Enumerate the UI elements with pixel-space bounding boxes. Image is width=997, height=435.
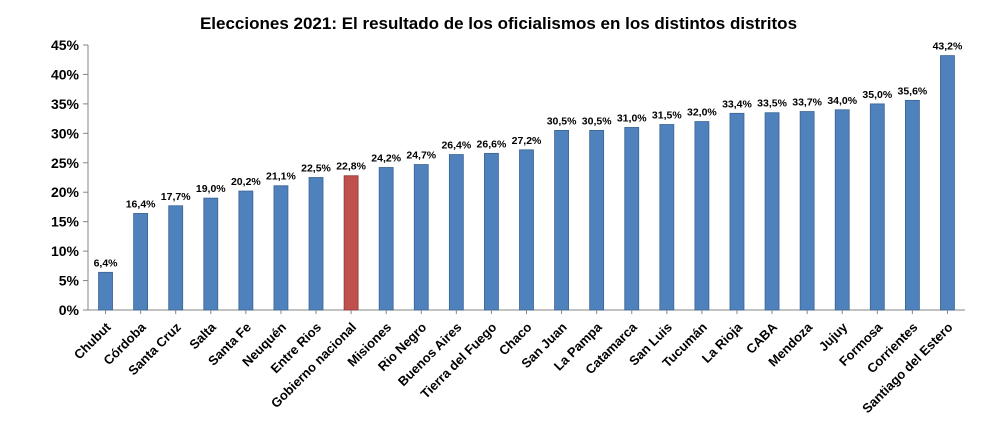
data-label: 35,6% [897, 85, 927, 97]
bar [413, 164, 429, 311]
data-label: 19,0% [196, 183, 226, 195]
data-label: 17,7% [161, 191, 191, 203]
bar [904, 99, 920, 311]
y-tick-label: 0% [59, 302, 80, 318]
data-label: 27,2% [512, 135, 542, 147]
data-label: 26,4% [441, 140, 471, 152]
data-label: 33,4% [722, 98, 752, 110]
data-label: 16,4% [126, 198, 156, 210]
bar [168, 205, 184, 311]
data-label: 31,0% [617, 112, 647, 124]
data-label: 22,5% [301, 163, 331, 175]
bar [729, 112, 745, 311]
bar [308, 177, 324, 311]
bar [624, 127, 640, 311]
data-label: 24,2% [371, 152, 401, 164]
data-label: 30,5% [547, 115, 577, 127]
bar [554, 129, 569, 311]
bar [940, 55, 955, 311]
data-label: 6,4% [94, 257, 119, 269]
y-tick-label: 10% [51, 243, 80, 259]
data-label: 30,5% [582, 115, 612, 127]
data-label: 21,1% [266, 171, 296, 183]
data-label: 33,7% [792, 97, 822, 109]
bar [519, 149, 534, 311]
bar [238, 190, 254, 311]
y-tick-label: 40% [51, 66, 80, 82]
chart-title: Elecciones 2021: El resultado de los ofi… [199, 14, 798, 33]
data-label: 22,8% [336, 161, 366, 173]
bar [273, 185, 289, 311]
bar [98, 271, 113, 311]
data-label: 35,0% [862, 89, 892, 101]
y-tick-label: 25% [51, 155, 80, 171]
y-tick-label: 35% [51, 96, 80, 112]
data-label: 43,2% [933, 41, 963, 53]
bar [799, 111, 815, 311]
bar [133, 213, 149, 311]
bar [203, 197, 219, 311]
y-tick-label: 45% [51, 37, 80, 53]
y-tick-label: 20% [51, 184, 80, 200]
bar [484, 152, 499, 311]
data-label: 31,5% [652, 110, 682, 122]
bar [378, 167, 394, 311]
y-tick-label: 30% [51, 125, 80, 141]
bar [694, 121, 710, 311]
bar [589, 129, 605, 311]
bar [659, 124, 675, 311]
y-tick-label: 5% [59, 273, 80, 289]
data-label: 34,0% [827, 95, 857, 107]
data-label: 24,7% [406, 150, 436, 162]
bar [834, 109, 850, 311]
data-label: 26,6% [477, 138, 507, 150]
y-tick-label: 15% [51, 214, 80, 230]
bar [764, 112, 780, 311]
data-label: 33,5% [757, 98, 787, 110]
bar [448, 154, 464, 311]
data-label: 32,0% [687, 107, 717, 119]
bar [343, 175, 359, 311]
bar [869, 103, 885, 311]
data-label: 20,2% [231, 176, 261, 188]
